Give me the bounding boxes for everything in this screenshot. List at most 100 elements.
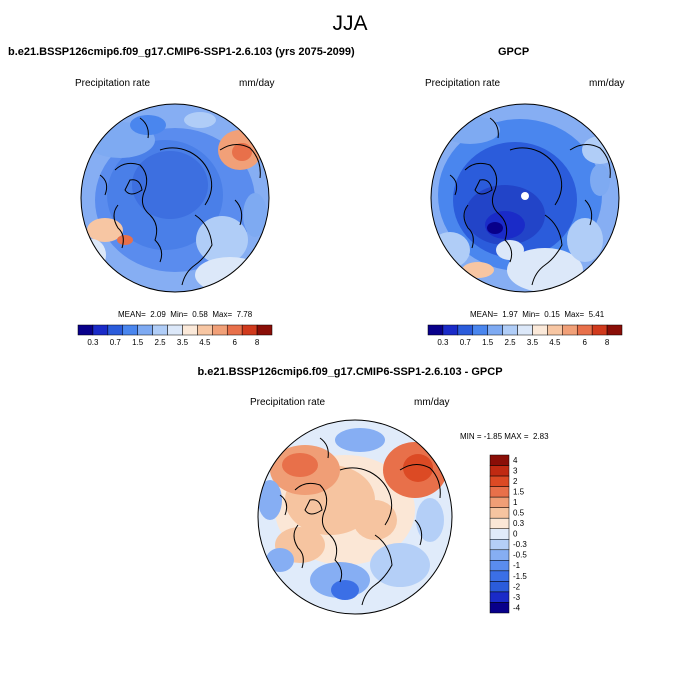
model-colorbar-tick-label: 4.5: [199, 338, 211, 347]
model-colorbar-box: [241, 324, 258, 336]
diff-units-label: mm/day: [414, 397, 450, 408]
model-colorbar-box: [122, 324, 138, 336]
model-max-value: 7.78: [236, 310, 253, 319]
diff-colorbar-box: [489, 570, 510, 582]
obs-colorbar-box: [547, 324, 563, 336]
diff-colorbar-tick-label: -3: [513, 593, 521, 602]
obs-units-label: mm/day: [589, 78, 625, 89]
model-min-value: 0.58: [192, 310, 208, 319]
diff-colorbar-tick-label: 1: [513, 498, 518, 507]
obs-colorbar-box: [606, 324, 623, 336]
obs-colorbar-tick-label: 1.5: [482, 338, 494, 347]
missing-data-pole: [521, 192, 529, 200]
diff-colorbar-box: [489, 454, 510, 466]
obs-colorbar-box: [442, 324, 459, 336]
obs-colorbar: 0.3 0.7 1.5 2.5 3.5 4.5 6 8: [427, 324, 623, 347]
model-colorbar-box: [92, 324, 109, 336]
model-colorbar-tick-label: 6: [232, 338, 237, 347]
obs-colorbar-tick-label: 6: [582, 338, 587, 347]
model-colorbar-box: [212, 324, 228, 336]
diff-colorbar-tick-label: -0.5: [513, 551, 527, 560]
obs-max-value: 5.41: [588, 310, 605, 319]
model-colorbar: 0.3 0.7 1.5 2.5 3.5 4.5 6 8: [77, 324, 273, 347]
diff-colorbar-box: [489, 591, 510, 603]
diff-colorbar-box: [489, 581, 510, 593]
model-colorbar-box: [152, 324, 168, 336]
diff-colorbar-box: [489, 517, 510, 529]
diff-colorbar: 43 2 1.51 0.50.3 0-0.3 -0.5-1 -1.5-2 -3-4: [489, 454, 527, 614]
diff-precip-map: [257, 419, 453, 615]
model-colorbar-tick-label: 0.3: [87, 338, 99, 347]
obs-colorbar-tick-label: 4.5: [549, 338, 561, 347]
model-precip-map: [80, 103, 270, 293]
obs-colorbar-tick-label: 2.5: [505, 338, 517, 347]
obs-stats: MEAN= 1.97 Min= 0.15 Max= 5.41: [470, 310, 605, 319]
diff-colorbar-tick-label: 0: [513, 530, 518, 539]
diff-colorbar-tick-label: 2: [513, 477, 518, 486]
diff-colorbar-tick-label: -0.3: [513, 540, 527, 549]
obs-colorbar-tick-label: 0.3: [437, 338, 449, 347]
diff-colorbar-box: [489, 528, 510, 540]
obs-colorbar-box: [562, 324, 578, 336]
diff-panel-title: b.e21.BSSP126cmip6.f09_g17.CMIP6-SSP1-2.…: [197, 366, 503, 378]
obs-colorbar-box: [502, 324, 518, 336]
obs-colorbar-box: [472, 324, 488, 336]
obs-colorbar-box: [427, 324, 444, 336]
model-units-label: mm/day: [239, 78, 275, 89]
obs-colorbar-box: [591, 324, 608, 336]
diff-colorbar-tick-label: 0.3: [513, 519, 525, 528]
model-mean-value: 2.09: [150, 310, 166, 319]
obs-panel-title: GPCP: [498, 46, 530, 58]
diff-variable-label: Precipitation rate: [250, 397, 326, 408]
model-panel-title: b.e21.BSSP126cmip6.f09_g17.CMIP6-SSP1-2.…: [8, 46, 355, 58]
diff-colorbar-tick-label: -1.5: [513, 572, 527, 581]
diff-minmax: MIN = -1.85 MAX = 2.83: [460, 432, 549, 441]
obs-colorbar-box: [532, 324, 548, 336]
model-colorbar-box: [226, 324, 243, 336]
obs-mean-value: 1.97: [502, 310, 518, 319]
model-colorbar-box: [107, 324, 124, 336]
diff-colorbar-tick-label: -1: [513, 561, 521, 570]
diff-colorbar-tick-label: 3: [513, 466, 518, 475]
model-variable-label: Precipitation rate: [75, 78, 151, 89]
model-colorbar-box: [137, 324, 153, 336]
model-colorbar-box: [77, 324, 94, 336]
model-colorbar-tick-label: 0.7: [110, 338, 122, 347]
diff-colorbar-box: [489, 507, 510, 519]
obs-colorbar-tick-label: 0.7: [460, 338, 472, 347]
obs-variable-label: Precipitation rate: [425, 78, 501, 89]
diff-colorbar-tick-label: -2: [513, 582, 521, 591]
diff-colorbar-box: [489, 602, 510, 614]
obs-min-value: 0.15: [544, 310, 560, 319]
model-colorbar-box: [197, 324, 213, 336]
model-colorbar-tick-label: 1.5: [132, 338, 144, 347]
obs-colorbar-tick-label: 3.5: [527, 338, 539, 347]
model-colorbar-tick-label: 2.5: [155, 338, 167, 347]
model-colorbar-box: [167, 324, 183, 336]
diff-colorbar-box: [489, 486, 510, 498]
diff-colorbar-box: [489, 549, 510, 561]
model-colorbar-tick-label: 3.5: [177, 338, 189, 347]
diff-colorbar-tick-label: -4: [513, 603, 521, 612]
diff-colorbar-box: [489, 539, 510, 551]
obs-precip-map: [430, 103, 620, 293]
obs-colorbar-box: [517, 324, 533, 336]
diff-max-value: 2.83: [532, 432, 549, 441]
model-colorbar-box: [256, 324, 273, 336]
obs-colorbar-box: [487, 324, 503, 336]
diff-colorbar-box: [489, 496, 510, 508]
figure-title: JJA: [332, 12, 368, 35]
diff-colorbar-box: [489, 475, 510, 487]
diff-colorbar-tick-label: 1.5: [513, 488, 525, 497]
diff-colorbar-box: [489, 465, 510, 477]
obs-colorbar-box: [457, 324, 474, 336]
diff-colorbar-box: [489, 560, 510, 572]
diff-min-value: -1.85: [483, 432, 503, 441]
model-colorbar-box: [182, 324, 198, 336]
diff-colorbar-tick-label: 4: [513, 456, 518, 465]
model-colorbar-tick-label: 8: [255, 338, 260, 347]
diff-colorbar-tick-label: 0.5: [513, 509, 525, 518]
obs-colorbar-box: [576, 324, 593, 336]
obs-colorbar-tick-label: 8: [605, 338, 610, 347]
